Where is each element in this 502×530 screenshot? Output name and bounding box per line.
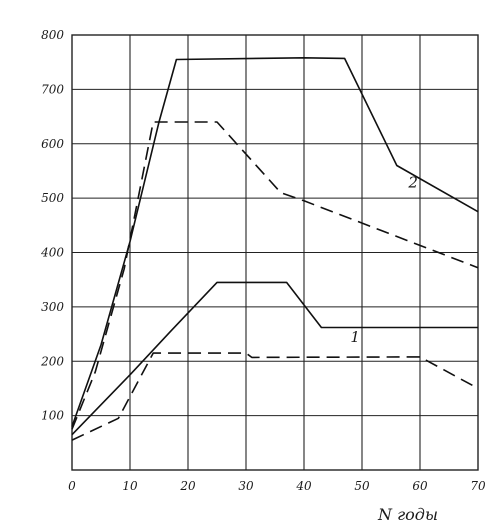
x-axis-ticks: 0 10 20 30 40 50 60 70 [68, 479, 486, 493]
plot-frame [71, 34, 479, 471]
y-tick-label: 700 [41, 82, 64, 96]
y-tick-label: 400 [40, 246, 64, 260]
y-tick-label: 500 [41, 191, 64, 205]
series-1-dashed-line [71, 352, 479, 441]
y-tick-label: 100 [41, 409, 64, 423]
series-2-dashed-line [71, 121, 479, 430]
y-tick-label: 600 [41, 137, 64, 151]
chart-grid [71, 34, 479, 471]
y-axis-ticks: 100 200 300 400 500 600 700 800 [40, 28, 64, 423]
y-tick-label: 800 [41, 28, 64, 42]
x-tick-label: 10 [122, 479, 138, 493]
chart-series [71, 56, 479, 441]
series-1-solid-line [71, 281, 478, 436]
y-tick-label: 300 [41, 300, 64, 314]
y-tick-label: 200 [40, 354, 64, 368]
x-tick-label: 20 [179, 479, 196, 493]
x-tick-label: 30 [238, 479, 254, 493]
x-tick-label: 70 [470, 479, 486, 493]
curve-number-label: 1 [350, 328, 360, 346]
curve-annotations: 21 [350, 173, 418, 346]
x-tick-label: 60 [412, 479, 428, 493]
x-tick-label: 50 [354, 479, 370, 493]
x-axis-label: N годы [377, 505, 438, 524]
curve-number-label: 2 [407, 173, 418, 191]
x-tick-label: 40 [295, 479, 312, 493]
series-2-solid-line [71, 56, 479, 427]
x-tick-label: 0 [68, 479, 76, 493]
